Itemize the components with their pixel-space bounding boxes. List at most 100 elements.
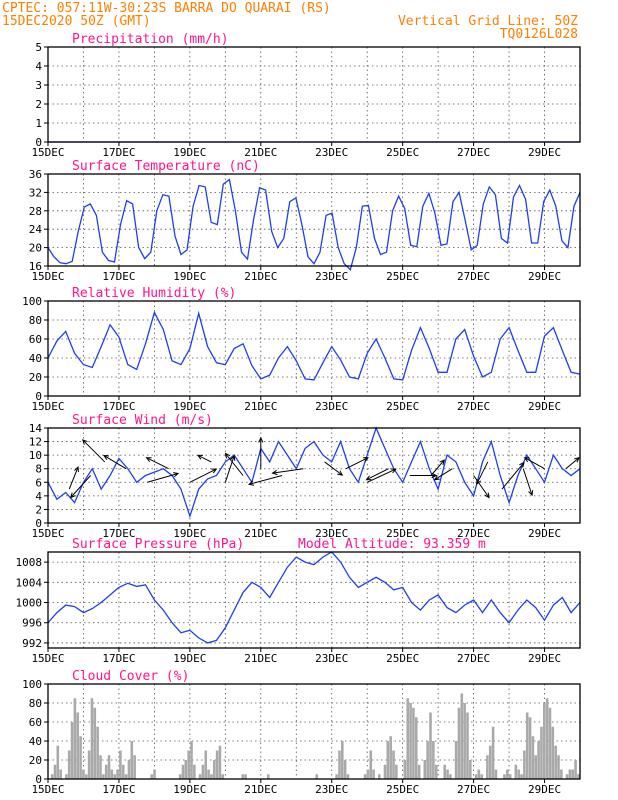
cloud-cover-bar (557, 755, 560, 779)
wind-arrow-shaft (524, 457, 545, 470)
cloud-cover-bar (503, 774, 506, 779)
cloud-cover-bar (577, 774, 580, 779)
wind-arrow-head (271, 469, 278, 476)
wind-arrow (565, 456, 580, 470)
cloud-cover-bar (414, 717, 418, 779)
x-tick-label: 19DEC (173, 783, 206, 796)
cloud-cover-bar (463, 703, 466, 779)
cloud-cover-bar (90, 698, 94, 779)
cloud-cover-bar (116, 769, 119, 779)
wind-arrow-head (230, 454, 236, 461)
x-tick-label: 25DEC (386, 270, 419, 283)
cloud-cover-bar (56, 745, 60, 779)
wind-arrow (476, 461, 489, 485)
x-tick-label: 29DEC (528, 270, 561, 283)
cloud-cover-bar (506, 769, 509, 779)
wind-arrow-shaft (430, 459, 445, 476)
cloud-cover-bar (540, 726, 543, 779)
wind-arrow (145, 457, 169, 470)
panel-3: 0 20 40 60 80 100 Relative Humidity (%) 15DEC 17… (22, 286, 581, 413)
y-tick-label: 10 (29, 449, 42, 462)
wind-arrow-shaft (189, 468, 217, 483)
y-tick-label: 40 (29, 735, 42, 748)
y-tick-label: 1000 (16, 597, 43, 610)
wind-arrow-head (484, 492, 490, 499)
cloud-cover-bar (372, 769, 375, 779)
x-tick-label: 15DEC (31, 400, 64, 413)
cloud-cover-bar (201, 764, 205, 779)
x-tick-label: 21DEC (244, 652, 277, 665)
cloud-cover-bar (87, 750, 91, 779)
panel-title: Relative Humidity (%) (72, 286, 236, 301)
cloud-cover-bar (432, 741, 435, 779)
cloud-cover-bar (508, 774, 512, 779)
cloud-cover-bar (204, 750, 208, 779)
wind-arrow (81, 439, 106, 463)
x-tick-label: 15DEC (31, 652, 64, 665)
cloud-cover-bar (403, 760, 407, 779)
cloud-cover-bar (434, 764, 438, 779)
cloud-cover-bar (93, 707, 97, 779)
y-tick-label: 20 (29, 242, 42, 255)
cloud-cover-bar (480, 774, 483, 779)
x-tick-label: 15DEC (31, 146, 64, 159)
cloud-cover-bar (491, 726, 495, 779)
x-tick-label: 17DEC (102, 783, 135, 796)
cloud-cover-bar (392, 750, 395, 779)
cloud-cover-bar (426, 741, 429, 779)
cloud-cover-bar (534, 755, 538, 779)
wind-arrow-shaft (225, 453, 244, 476)
cloud-cover-bar (187, 750, 190, 779)
cloud-cover-bar (113, 774, 116, 779)
cloud-cover-bar (383, 764, 387, 779)
panel-frame (47, 551, 581, 649)
y-tick-label: 60 (29, 716, 42, 729)
y-tick-label: 996 (22, 617, 42, 630)
cloud-cover-bar (65, 774, 68, 779)
wind-arrow (224, 452, 244, 476)
cloud-cover-bar (127, 760, 131, 779)
wind-arrow-shaft (324, 461, 343, 476)
panel-frame (47, 300, 581, 397)
wind-arrow (103, 454, 127, 470)
wind-arrow-shaft (476, 461, 489, 485)
y-tick-label: 16 (29, 260, 42, 273)
x-tick-label: 23DEC (315, 146, 348, 159)
cloud-cover-bar (369, 750, 373, 779)
x-tick-label: 15DEC (31, 527, 64, 540)
cloud-cover-bar (517, 769, 520, 779)
x-tick-label: 29DEC (528, 146, 561, 159)
panel-frame (47, 173, 581, 267)
cloud-cover-bar (551, 726, 555, 779)
y-tick-label: 80 (29, 697, 42, 710)
cloud-cover-bar (213, 760, 216, 779)
cloud-cover-bar (178, 774, 182, 779)
wind-arrow-shaft (146, 457, 169, 470)
x-tick-label: 19DEC (173, 146, 206, 159)
cloud-cover-bar (121, 764, 125, 779)
y-tick-label: 40 (29, 352, 42, 365)
x-tick-label: 17DEC (102, 652, 135, 665)
x-tick-label: 25DEC (386, 783, 419, 796)
x-tick-label: 27DEC (457, 783, 490, 796)
x-tick-label: 17DEC (102, 270, 135, 283)
wind-arrow-shaft (501, 462, 525, 490)
cloud-cover-bar (341, 741, 344, 779)
wind-arrow-head (103, 454, 110, 460)
wind-arrow-head (247, 480, 255, 486)
cloud-cover-bar (184, 760, 188, 779)
y-tick-label: 4 (35, 490, 42, 503)
cloud-cover-bar (190, 741, 193, 779)
wind-arrow-head (145, 457, 152, 462)
y-tick-label: 5 (35, 41, 42, 54)
cloud-cover-bar (73, 698, 77, 779)
cloud-cover-bar (460, 693, 464, 779)
cloud-cover-bar (560, 769, 563, 779)
x-tick-label: 29DEC (528, 783, 561, 796)
x-tick-label: 19DEC (173, 652, 206, 665)
cloud-cover-bar (346, 774, 350, 779)
cloud-cover-bar (412, 707, 415, 779)
x-tick-label: 21DEC (244, 400, 277, 413)
